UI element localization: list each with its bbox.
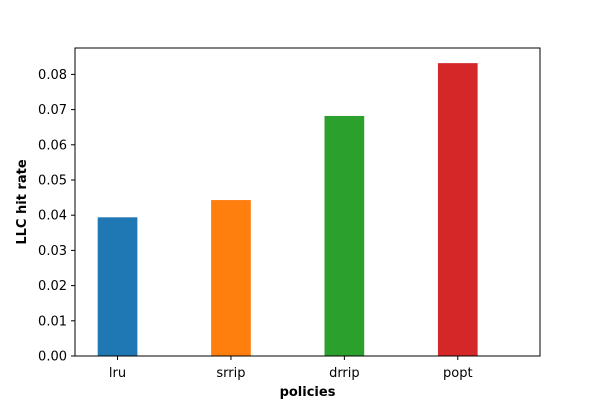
plot-frame — [74, 47, 541, 357]
y-tick-label: 0.05 — [38, 174, 67, 189]
y-tick-label: 0.02 — [38, 279, 67, 294]
y-axis-title: LLC hit rate — [15, 159, 30, 244]
y-tick-label: 0.01 — [38, 314, 67, 329]
y-tick-label: 0.08 — [38, 68, 67, 83]
y-tick-label: 0.06 — [38, 138, 67, 153]
plot-area: lru srrip drrip popt 0.00 0.01 0.02 0.03 0.04 0.0… — [38, 47, 541, 381]
bar-lru — [97, 217, 138, 356]
x-axis-title: policies — [280, 385, 336, 400]
bar-drrip — [324, 115, 365, 356]
y-tick-label: 0.03 — [38, 244, 67, 259]
x-tick-label-srrip: srrip — [216, 366, 245, 381]
bar-srrip — [211, 200, 251, 356]
bar-popt — [437, 63, 478, 356]
y-tick-label: 0.00 — [38, 350, 67, 365]
x-tick-label-lru: lru — [109, 366, 126, 381]
x-tick-label-popt: popt — [443, 366, 473, 381]
x-tick-label-drrip: drrip — [329, 366, 360, 381]
y-tick-label: 0.07 — [38, 103, 67, 118]
y-tick-label: 0.04 — [38, 209, 67, 224]
